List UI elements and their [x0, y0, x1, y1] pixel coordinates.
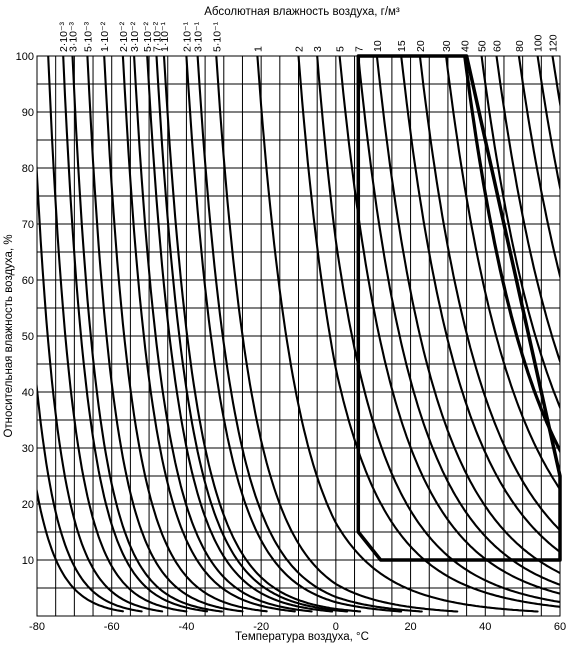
x-tick-label: 0: [333, 621, 339, 633]
isoline-label: 3·10⁻²: [129, 21, 141, 52]
isoline-curve: [185, 56, 403, 613]
isoline-label: 20: [415, 40, 427, 52]
isoline-label: 3·10⁻¹: [193, 21, 205, 52]
isoline-curve: [196, 56, 423, 613]
x-tick-label: -40: [178, 621, 194, 633]
isoline-curve: [357, 56, 560, 586]
isoline-curve: [37, 155, 164, 613]
axis-tick-labels: -80 -60 -40 -20 0 20 40 60 10 20 30 40 50 60 70 80 90 100: [16, 51, 566, 633]
y-tick-label: 100: [16, 51, 34, 63]
isoline-curve: [418, 56, 560, 532]
isoline-label: 5·10⁻¹: [211, 21, 223, 52]
isoline-label: 5·10⁻³: [82, 21, 94, 52]
plot-grid: [36, 55, 561, 617]
isoline-curve: [37, 486, 124, 613]
isoline-curve: [47, 56, 188, 613]
y-axis-title: Относительная влажность воздуха, %: [3, 234, 15, 437]
isoline-label: 1·10⁻¹: [159, 21, 171, 52]
x-axis-title: Температура воздуха, °C: [235, 631, 369, 643]
isoline-label: 1: [252, 46, 264, 52]
y-tick-label: 60: [22, 275, 34, 287]
isoline-curve: [338, 56, 560, 595]
isoline-curve: [445, 56, 560, 492]
top-axis-title: Абсолютная влажность воздуха, г/м³: [204, 6, 400, 18]
isoline-curve: [37, 379, 143, 613]
isoline-label: 100: [533, 34, 545, 52]
isoline-curve: [316, 56, 560, 604]
isoline-label: 2: [294, 46, 306, 52]
isoline-label: 15: [396, 40, 408, 52]
isoline-curve: [103, 56, 268, 613]
isoline-curve: [62, 56, 209, 613]
isoline-label: 40: [460, 40, 472, 52]
y-tick-label: 80: [22, 163, 34, 175]
isoline-curve: [146, 56, 334, 613]
isoline-curve: [375, 56, 560, 575]
isoline-label: 80: [514, 40, 526, 52]
y-tick-label: 20: [22, 499, 34, 511]
isoline-label: 2·10⁻³: [58, 21, 70, 52]
isoline-curve: [517, 56, 560, 281]
isoline-label: 5·10⁻²: [142, 21, 154, 52]
isoline-label: 7·10⁻²: [152, 21, 164, 52]
isoline-label: 5: [335, 46, 347, 52]
isoline-curve: [86, 56, 244, 613]
isoline-curve: [256, 56, 539, 613]
isoline-curve: [551, 56, 560, 110]
isoline-curve: [480, 56, 560, 410]
isoline-curve: [463, 56, 560, 454]
y-tick-label: 10: [22, 555, 34, 567]
y-tick-label: 40: [22, 387, 34, 399]
isoline-curve: [121, 56, 296, 613]
x-tick-label: -60: [104, 621, 120, 633]
x-tick-label: -20: [253, 621, 269, 633]
isoline-label: 3: [312, 46, 324, 52]
isoline-label: 2·10⁻²: [118, 21, 130, 52]
x-tick-label: -80: [29, 621, 45, 633]
y-tick-label: 90: [22, 107, 34, 119]
isoline-label: 10: [372, 40, 384, 52]
isoline-curve: [215, 56, 459, 613]
isoline-curves: [37, 56, 560, 613]
isoline-label: 2·10⁻¹: [181, 21, 193, 52]
isoline-curve: [297, 56, 560, 608]
x-tick-label: 60: [554, 621, 566, 633]
y-tick-label: 50: [22, 331, 34, 343]
isoline-curve: [155, 56, 349, 613]
isoline-curve: [71, 56, 223, 613]
isoline-curve: [400, 56, 560, 554]
y-tick-label: 30: [22, 443, 34, 455]
operating-zone-outline: [356, 54, 562, 562]
top-isoline-labels: 2·10⁻³3·10⁻³ 5·10⁻³ 1·10⁻² 2·10⁻² 3·10⁻² 5·10…: [58, 21, 559, 52]
isoline-label: 120: [548, 34, 560, 52]
operating-zone: [356, 54, 562, 562]
isoline-label: 50: [477, 40, 489, 52]
isoline-label: 30: [441, 40, 453, 52]
isoline-curve: [162, 56, 362, 613]
isoline-label: 1·10⁻²: [99, 21, 111, 52]
x-tick-label: 40: [479, 621, 491, 633]
y-tick-label: 70: [22, 219, 34, 231]
isoline-label: 7: [353, 46, 365, 52]
isoline-curve: [495, 56, 560, 365]
isoline-label: 60: [492, 40, 504, 52]
isoline-label: 3·10⁻³: [68, 21, 80, 52]
x-tick-label: 20: [404, 621, 416, 633]
isoline-curve: [133, 56, 313, 613]
isoline-curve: [536, 56, 560, 193]
